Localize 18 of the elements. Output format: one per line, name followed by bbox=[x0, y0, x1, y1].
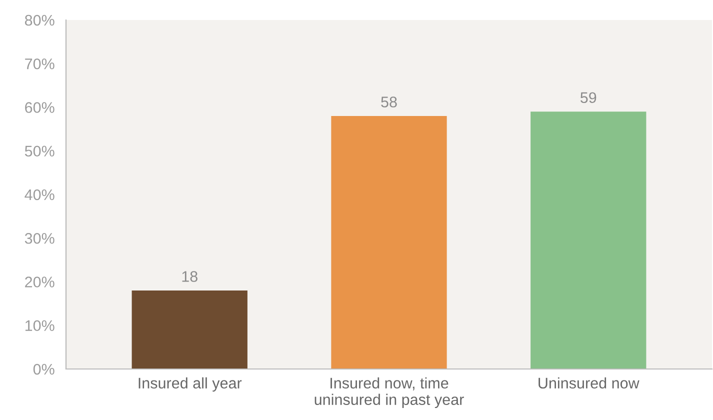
y-tick-label: 50% bbox=[24, 146, 54, 157]
bar bbox=[331, 116, 447, 369]
y-tick-label: 0% bbox=[33, 364, 54, 375]
bar bbox=[132, 290, 248, 369]
x-tick-label: Uninsured now bbox=[538, 377, 640, 389]
x-tick-label: Insured now, time uninsured in past year bbox=[314, 377, 464, 408]
y-tick-label: 10% bbox=[25, 320, 54, 332]
y-tick-label: 60% bbox=[25, 102, 54, 113]
x-tick-label: Insured all year bbox=[138, 377, 242, 392]
y-tick-label: 70% bbox=[25, 58, 54, 70]
y-tick-label: 20% bbox=[25, 276, 54, 288]
y-tick-label: 80% bbox=[24, 14, 54, 26]
y-tick-label: 40% bbox=[24, 189, 54, 200]
data-label: 18 bbox=[182, 271, 198, 282]
bar bbox=[530, 112, 646, 369]
data-label: 58 bbox=[381, 96, 397, 108]
y-tick-label: 30% bbox=[24, 232, 54, 244]
data-label: 59 bbox=[580, 92, 596, 104]
